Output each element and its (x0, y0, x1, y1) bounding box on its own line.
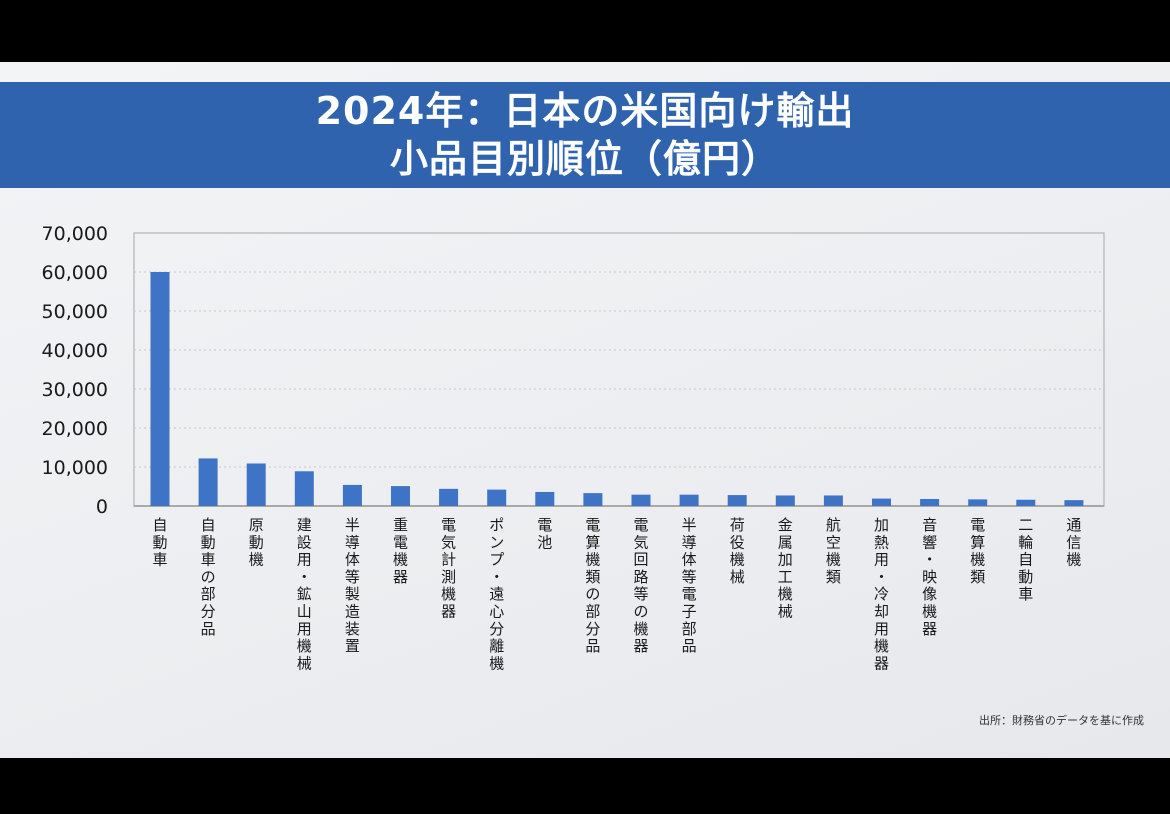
plot-frame (133, 232, 1105, 507)
bar (294, 471, 314, 506)
x-category-label: 電算機類の部分品 (585, 516, 600, 655)
y-tick-label: 0 (96, 496, 108, 518)
x-category-label: 重電機器 (393, 516, 408, 586)
bar (535, 491, 555, 506)
y-tick-label: 30,000 (42, 379, 108, 401)
x-category-label: ポンプ・遠心分離機 (489, 516, 504, 672)
bar (342, 484, 362, 506)
y-tick-label: 20,000 (42, 418, 108, 440)
y-tick-label: 40,000 (42, 340, 108, 362)
bar (775, 495, 795, 506)
source-note: 出所：財務省のデータを基に作成 (979, 714, 1144, 727)
x-category-label: 自動車 (152, 516, 167, 569)
bar (1016, 499, 1036, 506)
x-category-label: 通信機 (1066, 516, 1081, 569)
chart-title-line-1: 2024年：日本の米国向け輸出 (315, 89, 855, 133)
bar (1064, 500, 1084, 506)
bar (439, 488, 459, 506)
x-category-label: 音響・映像機器 (922, 516, 937, 638)
bar (198, 458, 218, 506)
bar (679, 494, 699, 506)
bar (150, 272, 170, 506)
bar (246, 463, 266, 506)
bar (487, 489, 507, 506)
x-category-label: 原動機 (249, 516, 264, 569)
y-tick-label: 10,000 (42, 457, 108, 479)
x-category-label: 荷役機械 (730, 516, 745, 586)
y-tick-label: 50,000 (42, 301, 108, 323)
chart-title-line-2: 小品目別順位（億円） (389, 137, 780, 181)
y-tick-label: 70,000 (42, 223, 108, 245)
x-category-label: 建設用・鉱山用機械 (297, 516, 312, 672)
x-category-label: 電算機類 (970, 516, 985, 586)
bar (631, 494, 651, 506)
x-category-label: 自動車の部分品 (201, 516, 216, 638)
bar (920, 498, 940, 506)
x-category-label: 二輪自動車 (1018, 516, 1033, 603)
bar (727, 495, 747, 506)
x-category-label: 加熱用・冷却用機器 (874, 516, 889, 672)
bar (823, 495, 843, 506)
x-category-label: 電池 (537, 516, 552, 551)
bar (583, 493, 603, 506)
x-category-label: 半導体等電子部品 (682, 516, 697, 655)
x-category-label: 半導体等製造装置 (345, 516, 360, 655)
x-category-label: 金属加工機械 (778, 516, 793, 621)
slide-background: 2024年：日本の米国向け輸出 小品目別順位（億円） 出所：財務省のデータを基に… (0, 62, 1170, 758)
x-category-label: 電気計測機器 (441, 516, 456, 621)
title-banner: 2024年：日本の米国向け輸出 小品目別順位（億円） (0, 82, 1170, 188)
bar (968, 499, 988, 506)
x-category-label: 航空機類 (826, 516, 841, 586)
bar (391, 486, 410, 506)
x-category-label: 電気回路等の機器 (633, 516, 648, 655)
bar (872, 498, 891, 506)
y-tick-label: 60,000 (42, 262, 108, 284)
